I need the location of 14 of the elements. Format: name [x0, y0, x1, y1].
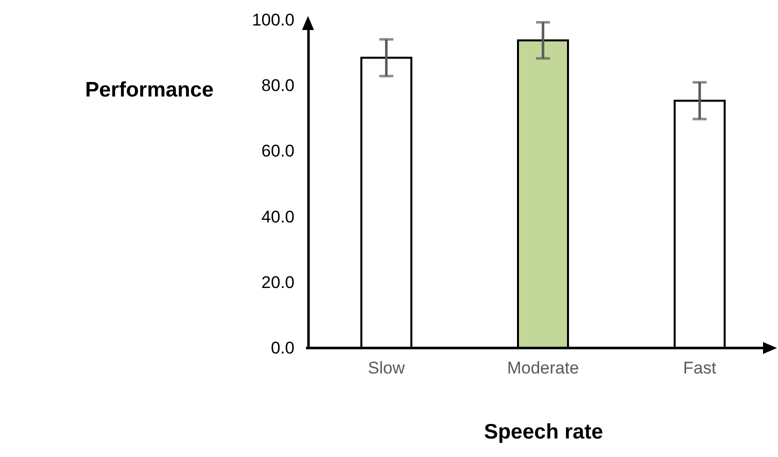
x-tick-label: Moderate	[507, 358, 579, 378]
bar	[674, 100, 726, 349]
y-tick-label: 20.0	[261, 272, 294, 292]
bar	[517, 39, 569, 349]
x-tick-label: Fast	[683, 358, 716, 378]
bar	[360, 56, 412, 349]
y-tick-label: 40.0	[261, 207, 294, 226]
x-tick-label: Slow	[368, 358, 406, 378]
y-tick-label: 60.0	[261, 142, 294, 161]
y-tick-label: 100.0	[252, 10, 294, 30]
x-axis-title: Speech rate	[484, 420, 604, 444]
y-tick-label: 80.0	[261, 76, 294, 96]
y-axis-title: Performance	[85, 78, 214, 102]
y-tick-label: 0.0	[270, 338, 294, 358]
